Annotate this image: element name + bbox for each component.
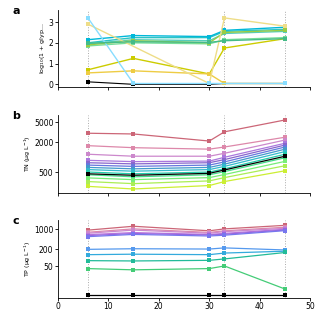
Y-axis label: log$_{10}$(1 + glyp...: log$_{10}$(1 + glyp... bbox=[38, 23, 47, 74]
Y-axis label: TP (µg L$^{-1}$): TP (µg L$^{-1}$) bbox=[22, 241, 33, 277]
Text: c: c bbox=[12, 216, 19, 226]
Y-axis label: TN (µg L$^{-1}$): TN (µg L$^{-1}$) bbox=[22, 135, 33, 172]
Text: a: a bbox=[12, 6, 20, 16]
Text: b: b bbox=[12, 111, 20, 121]
